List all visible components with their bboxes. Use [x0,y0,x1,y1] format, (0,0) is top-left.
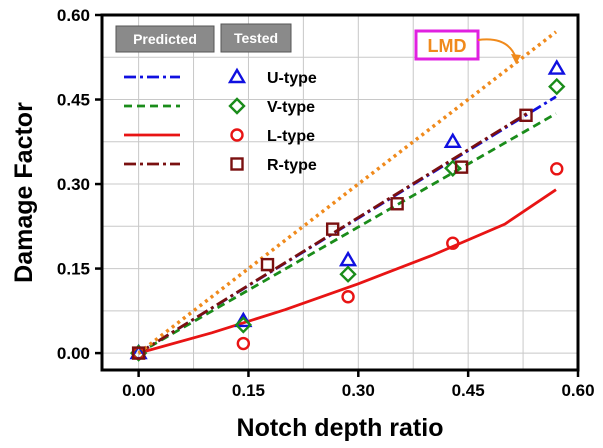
y-tick-label: 0.00 [57,344,90,363]
legend-label: L-type [267,128,315,145]
series-line-r-type [137,112,528,355]
marker-l-type [550,162,564,176]
predicted-lines [137,30,558,355]
axis-ticks: 0.00 0.15 0.30 0.45 0.60 0.00 0.15 0.30 0.45 0.60 [57,6,595,400]
marker-r-type [260,257,275,272]
legend-marker [230,157,244,171]
legend-header-box [115,25,215,53]
series-line-l-type [138,188,557,355]
legend-label: V-type [267,99,315,116]
lmd-label-box [414,29,480,61]
marker-u-type [443,132,462,148]
y-tick-label: 0.45 [57,91,90,110]
marker-r-type [454,160,469,174]
x-tick-label: 0.30 [342,381,375,400]
tested-markers [129,59,566,362]
marker-l-type [446,236,460,250]
y-tick-label: 0.30 [57,175,90,194]
legend-header-label: Predicted [133,31,197,47]
y-axis-title: Damage Factor [10,102,38,283]
grid-lines [102,15,578,370]
x-axis-title: Notch depth ratio [237,414,444,442]
legend-label: U-type [267,70,317,87]
x-tick-label: 0.60 [561,381,594,400]
legend: Predicted Tested U-type V-type L-type R-type [115,23,317,174]
x-tick-label: 0.00 [122,381,155,400]
series-line-v-type [137,112,557,355]
marker-l-type [341,290,355,304]
marker-r-type [519,108,533,123]
legend-header-box [220,23,292,53]
y-tick-label: 0.60 [57,6,90,25]
plot-frame [100,13,580,372]
lmd-label: LMD [428,36,467,56]
y-tick-label: 0.15 [57,260,90,279]
marker-l-type [236,336,251,351]
marker-v-type [234,316,253,334]
marker-r-type [131,346,146,360]
series-line-lmd [137,30,558,355]
legend-marker [230,128,244,142]
x-tick-label: 0.15 [232,381,265,400]
legend-marker [227,67,247,84]
marker-u-type [547,59,566,75]
legend-marker [228,97,246,115]
marker-r-type [390,197,404,211]
marker-v-type [444,159,462,177]
marker-v-type [339,265,357,283]
lmd-arrow [477,38,517,59]
lmd-arrow-head [511,54,521,64]
marker-v-type [548,77,566,96]
x-tick-label: 0.45 [452,381,485,400]
legend-header-label: Tested [234,30,278,46]
marker-u-type [338,250,358,267]
lmd-annotation: LMD [414,29,521,64]
marker-r-type [325,222,340,236]
legend-label: R-type [267,157,317,174]
